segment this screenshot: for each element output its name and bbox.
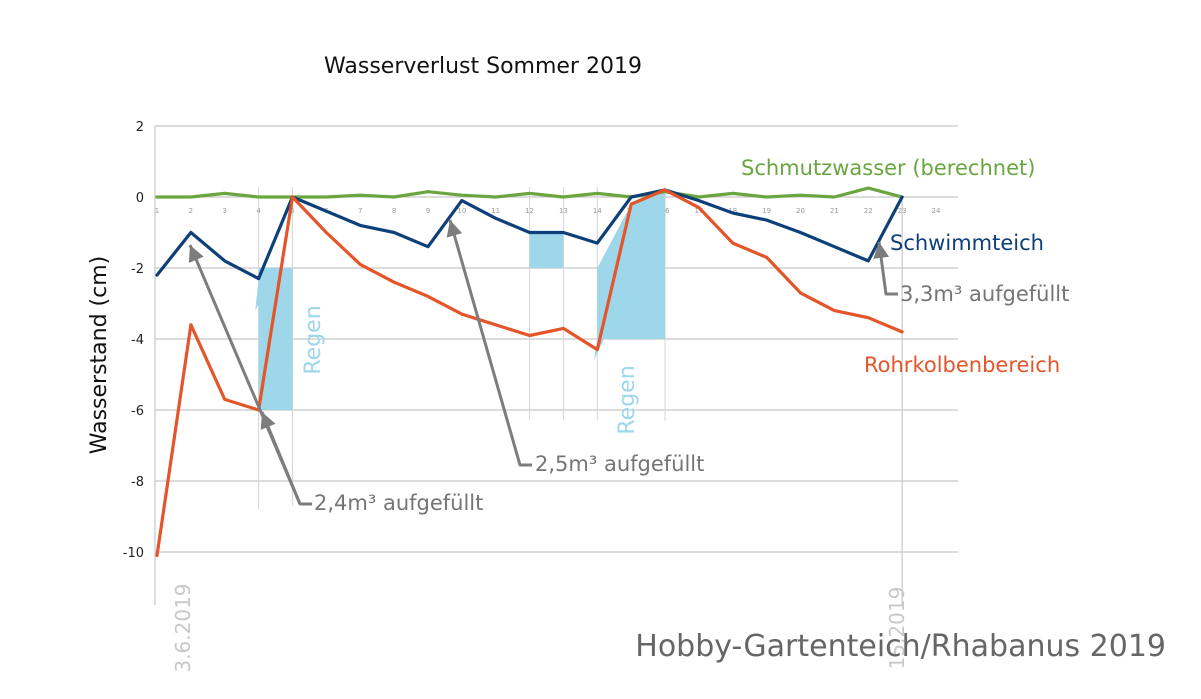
x-tick-label: 1 bbox=[155, 207, 159, 215]
series-label-schmutzwasser: Schmutzwasser (berechnet) bbox=[741, 156, 1035, 180]
rain-label-2: Regen bbox=[615, 365, 640, 434]
arrow-2-4m3-b bbox=[260, 411, 302, 505]
arrow-2-5m3-head bbox=[446, 220, 463, 238]
y-tick-label: 2 bbox=[136, 120, 144, 135]
series-line-1 bbox=[155, 188, 904, 281]
y-tick-label: 0 bbox=[136, 191, 144, 206]
series-label-rohrkolbenbereich: Rohrkolbenbereich bbox=[864, 353, 1060, 377]
annotation-arrows bbox=[188, 219, 898, 506]
annotation-2-5m3: 2,5m³ aufgefüllt bbox=[535, 452, 704, 476]
annotation-3-3m3: 3,3m³ aufgefüllt bbox=[900, 282, 1069, 306]
x-tick-label: 3 bbox=[223, 207, 227, 215]
arrow-2-4m3-a bbox=[188, 244, 312, 506]
x-tick-label: 19 bbox=[762, 207, 771, 215]
x-tick-label: 16 bbox=[661, 207, 670, 215]
rain-fill-rect bbox=[529, 232, 564, 268]
y-tick-label: -4 bbox=[131, 333, 144, 348]
x-tick-label: 21 bbox=[830, 207, 839, 215]
x-tick-label: 10 bbox=[457, 207, 466, 215]
x-tick-label: 5 bbox=[290, 207, 294, 215]
x-tick-label: 23 bbox=[898, 207, 907, 215]
series-label-schwimmteich: Schwimmteich bbox=[890, 231, 1044, 255]
arrow-3-3m3 bbox=[877, 241, 898, 296]
y-tick-label: -2 bbox=[131, 262, 144, 277]
y-tick-label: -10 bbox=[123, 546, 144, 561]
series-lines bbox=[155, 186, 904, 558]
y-tick-label: -8 bbox=[131, 475, 144, 490]
rain-fill-wedge bbox=[597, 189, 666, 268]
credit-text: Hobby-Gartenteich/Rhabanus 2019 bbox=[635, 629, 1166, 664]
series-line-2 bbox=[155, 188, 904, 558]
rain-fill-wedge bbox=[593, 339, 605, 361]
x-tick-labels: 123456789101112131415161718192021222324 bbox=[155, 207, 941, 215]
arrow-2-4m3-a-head bbox=[188, 245, 204, 263]
x-tick-label: 2 bbox=[189, 207, 193, 215]
y-tick-labels: 2 0 -2 -4 -6 -8 -10 bbox=[123, 120, 144, 561]
x-tick-label: 4 bbox=[256, 207, 261, 215]
y-axis-label: Wasserstand (cm) bbox=[87, 256, 112, 455]
x-tick-label: 20 bbox=[796, 207, 805, 215]
x-tick-label: 14 bbox=[593, 207, 602, 215]
x-tick-label: 8 bbox=[392, 207, 396, 215]
x-tick-label: 9 bbox=[426, 207, 430, 215]
rain-label-1: Regen bbox=[301, 305, 326, 374]
arrow-2-4m3-b-head bbox=[260, 412, 276, 430]
rain-fill-areas bbox=[255, 189, 666, 410]
arrow-2-5m3 bbox=[448, 219, 532, 467]
series-line-0 bbox=[155, 186, 904, 199]
x-tick-label: 18 bbox=[728, 207, 737, 215]
x-tick-label: 17 bbox=[694, 207, 703, 215]
x-tick-label: 22 bbox=[864, 207, 873, 215]
rain-fill-wedge bbox=[255, 278, 273, 311]
x-tick-label: 12 bbox=[525, 207, 534, 215]
chart-title: Wasserverlust Sommer 2019 bbox=[324, 54, 642, 79]
date-label-end: 15.2019 bbox=[885, 587, 909, 670]
arrow-3-3m3-head bbox=[873, 242, 890, 259]
y-tick-label: -6 bbox=[131, 404, 144, 419]
x-tick-label: 24 bbox=[932, 207, 941, 215]
x-tick-label: 13 bbox=[559, 207, 568, 215]
x-tick-label: 7 bbox=[358, 207, 362, 215]
annotation-2-4m3: 2,4m³ aufgefüllt bbox=[314, 491, 483, 515]
x-tick-label: 11 bbox=[491, 207, 500, 215]
date-label-start: 3.6.2019 bbox=[171, 583, 195, 672]
